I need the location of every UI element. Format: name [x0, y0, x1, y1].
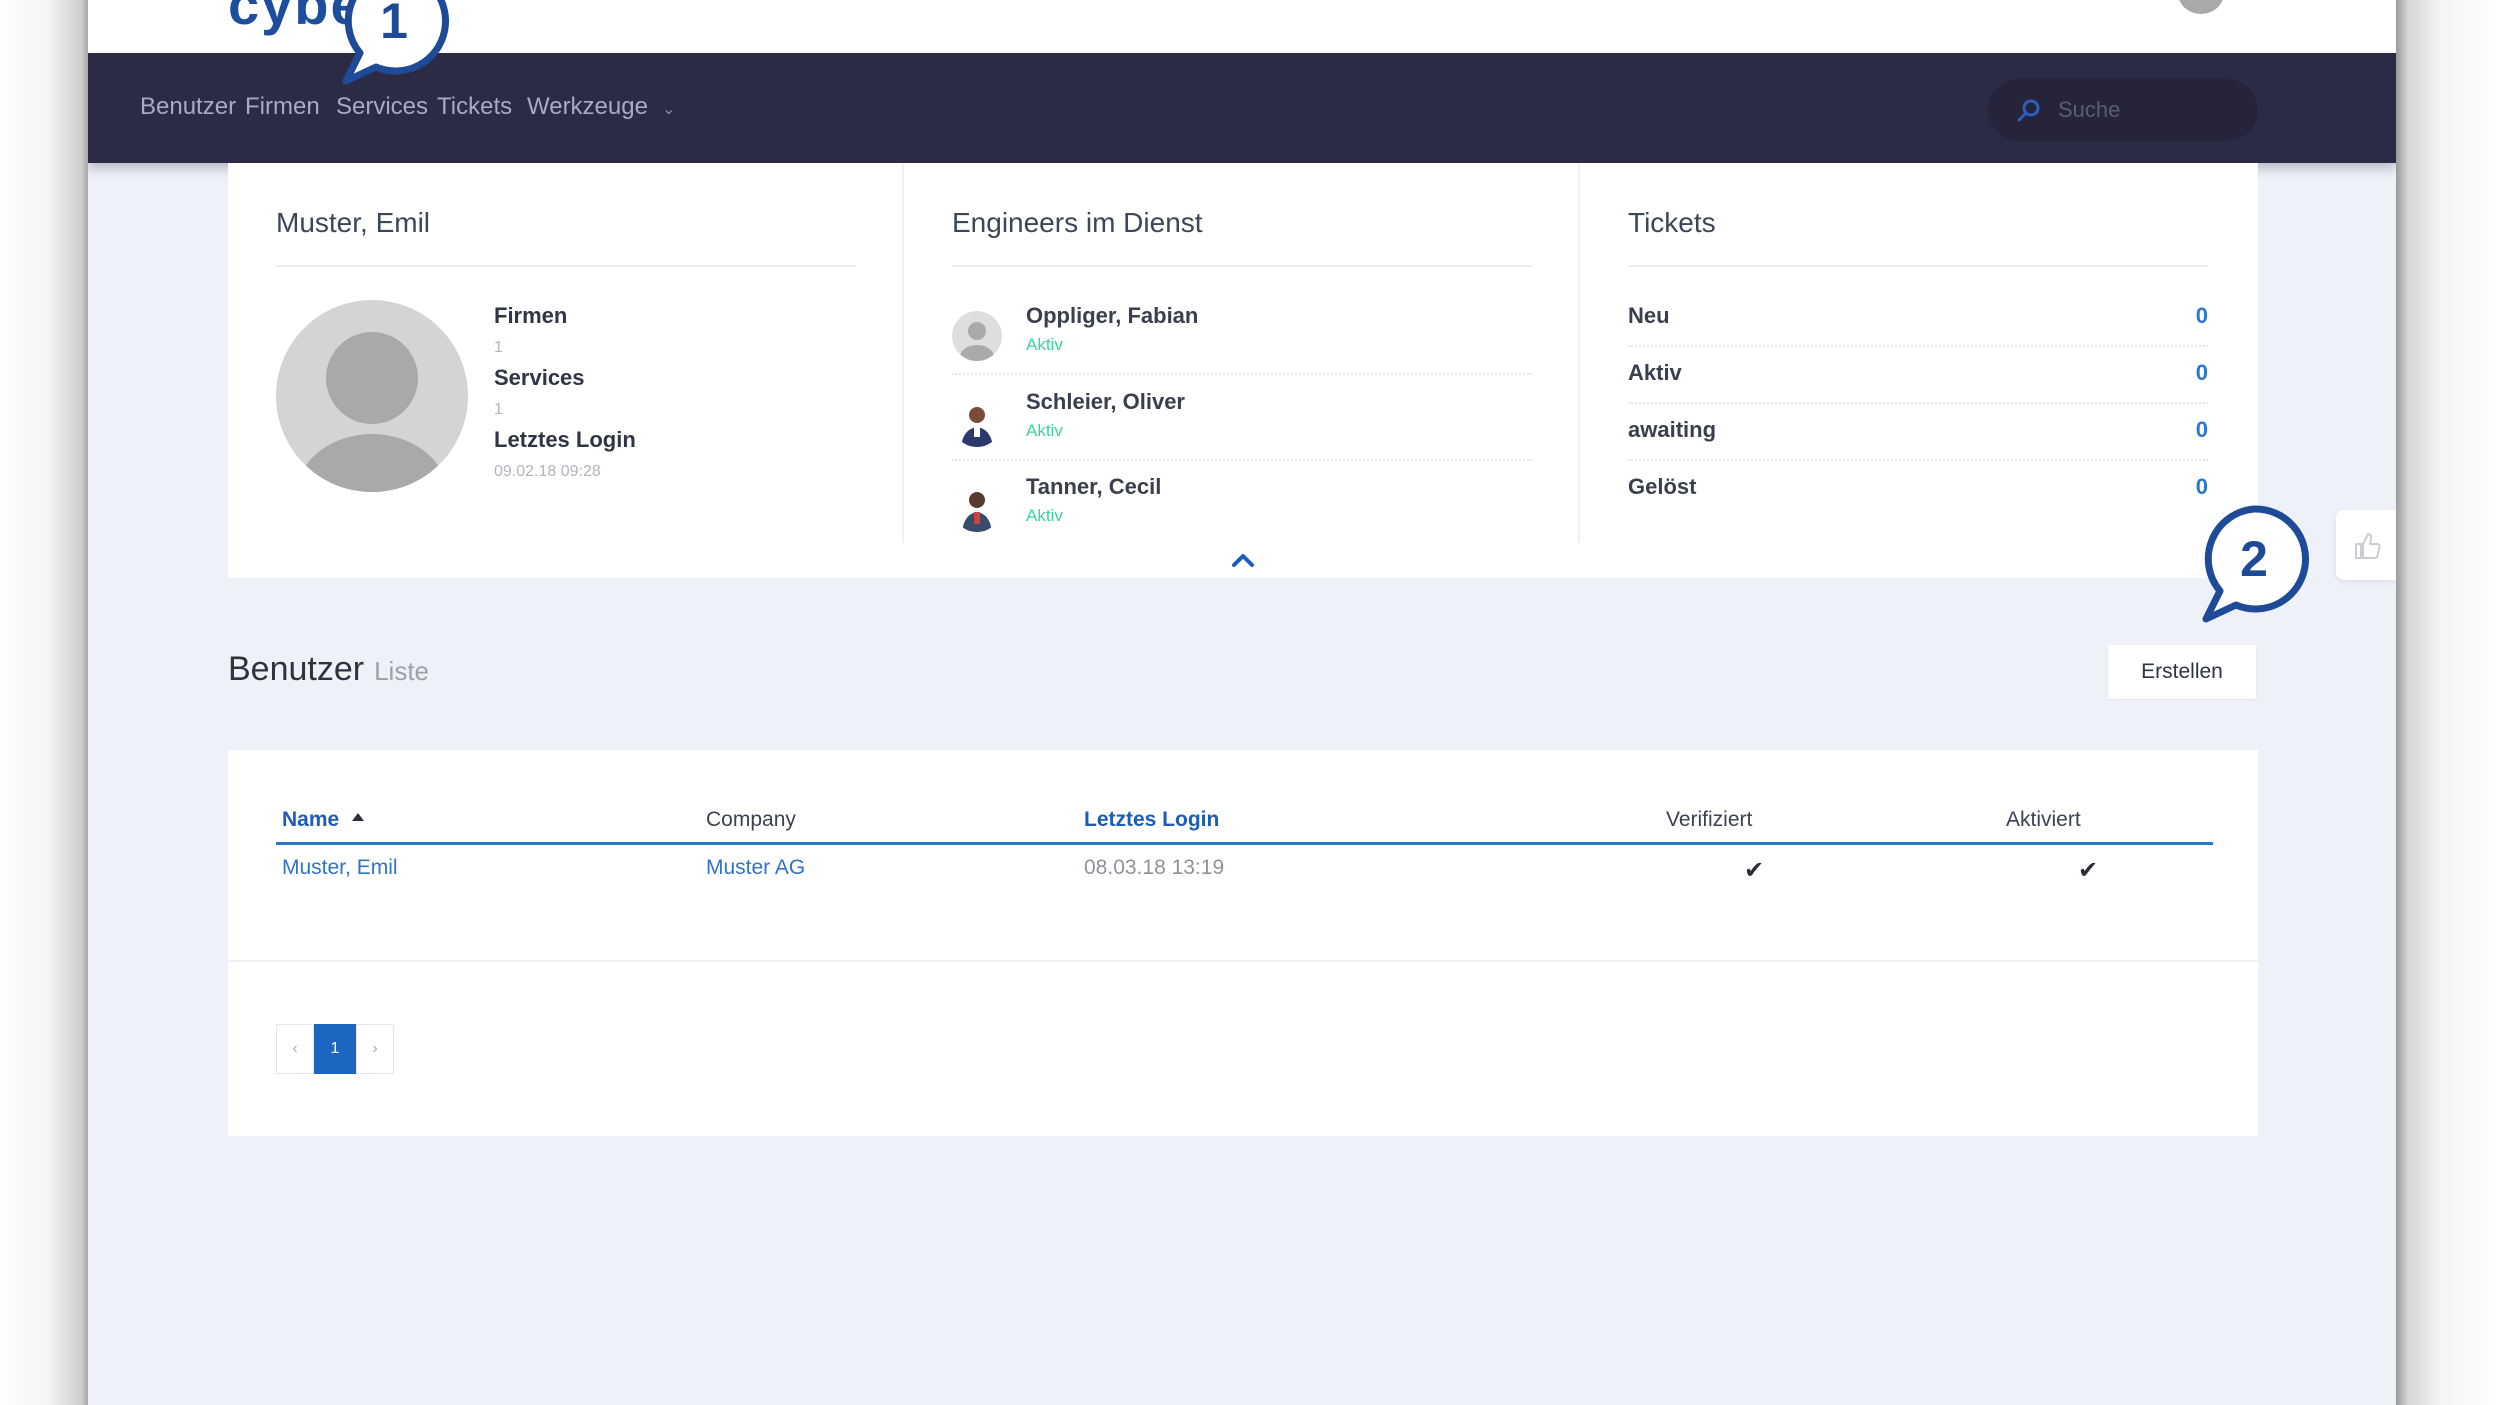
- engineer-row[interactable]: Schleier, Oliver Aktiv: [952, 389, 1532, 475]
- person-photo-icon: [952, 482, 1002, 532]
- speech-bubble-icon: [2202, 505, 2310, 623]
- engineer-name: Schleier, Oliver: [1026, 389, 1185, 414]
- col-header-company: Company: [706, 808, 796, 831]
- thumbs-up-icon: [2355, 533, 2381, 559]
- callout-number: 1: [380, 0, 408, 49]
- table-header-rule: [276, 842, 2213, 845]
- check-icon: ✔: [2078, 857, 2099, 884]
- profile-avatar: [276, 300, 468, 492]
- engineers-panel: Engineers im Dienst Oppliger, Fabian Akt…: [952, 163, 1532, 543]
- dashboard-summary-card: Muster, Emil Firmen 1 Services 1 Letztes…: [228, 163, 2258, 578]
- chevron-down-icon: ⌄: [661, 101, 676, 118]
- person-photo-icon: [952, 397, 1002, 447]
- engineer-row[interactable]: Oppliger, Fabian Aktiv: [952, 303, 1532, 389]
- engineer-status: Aktiv: [1026, 421, 1063, 440]
- users-section-title: Benutzer Liste: [228, 650, 429, 689]
- engineers-divider: [952, 265, 1532, 267]
- meta-label-services: Services: [494, 365, 585, 390]
- nav-item-services[interactable]: Services: [336, 93, 429, 120]
- ticket-count[interactable]: 0: [2195, 303, 2208, 328]
- users-list-card: Name Company Letztes Login Verifiziert A…: [228, 750, 2258, 1136]
- row-separator: [1628, 459, 2208, 461]
- ticket-count[interactable]: 0: [2195, 474, 2208, 499]
- col-header-name-label: Name: [282, 808, 340, 831]
- pagination: ‹ 1 ›: [276, 1024, 394, 1074]
- engineer-name: Oppliger, Fabian: [1026, 303, 1199, 328]
- row-separator: [1628, 345, 2208, 347]
- nav-item-benutzer[interactable]: Benutzer: [140, 93, 237, 120]
- chevron-up-icon[interactable]: [1228, 549, 1258, 571]
- search-box[interactable]: [1988, 79, 2258, 141]
- user-avatar-top[interactable]: [2178, 0, 2224, 14]
- row-separator: [952, 373, 1532, 375]
- callout-number: 2: [2240, 531, 2268, 587]
- tickets-title: Tickets: [1628, 207, 1716, 238]
- ticket-row[interactable]: Aktiv 0: [1628, 360, 2208, 418]
- brand-logo: cybe: [228, 0, 364, 36]
- users-title: Benutzer: [228, 650, 365, 688]
- meta-value-firmen: 1: [494, 339, 503, 356]
- top-header: cybe: [88, 0, 2396, 53]
- meta-label-last-login: Letztes Login: [494, 427, 636, 452]
- check-icon: ✔: [1744, 857, 1765, 884]
- nav-item-firmen[interactable]: Firmen: [245, 93, 320, 120]
- engineers-title: Engineers im Dienst: [952, 207, 1203, 238]
- engineer-status: Aktiv: [1026, 506, 1063, 525]
- main-navbar: Benutzer Firmen Services Tickets Werkzeu…: [88, 53, 2396, 163]
- card-divider: [228, 960, 2258, 962]
- users-subtitle: Liste: [374, 656, 430, 686]
- engineer-row[interactable]: Tanner, Cecil Aktiv: [952, 474, 1532, 560]
- row-separator: [1628, 402, 2208, 404]
- ticket-label: Gelöst: [1628, 474, 1697, 499]
- meta-value-last-login: 09.02.18 09:28: [494, 463, 601, 480]
- tickets-panel: Tickets Neu 0 Aktiv 0 awaiting 0 Gelöst …: [1628, 163, 2208, 543]
- pagination-prev-button[interactable]: ‹: [276, 1024, 314, 1074]
- ticket-count[interactable]: 0: [2195, 360, 2208, 385]
- pagination-next-button[interactable]: ›: [356, 1024, 394, 1074]
- app-window: cybe Benutzer Firmen Services Tickets We…: [88, 0, 2396, 1405]
- callout-badge-2: 2: [2194, 503, 2314, 623]
- placeholder-avatar-icon: [952, 311, 1002, 361]
- ticket-label: Neu: [1628, 303, 1670, 328]
- search-input[interactable]: [2058, 93, 2238, 127]
- ticket-label: Aktiv: [1628, 360, 1682, 385]
- cell-name[interactable]: Muster, Emil: [282, 856, 398, 879]
- page-gutter-left: [0, 0, 88, 1405]
- engineer-status: Aktiv: [1026, 335, 1063, 354]
- page-gutter-right: [2396, 0, 2500, 1405]
- ticket-row[interactable]: Gelöst 0: [1628, 474, 2208, 532]
- meta-label-firmen: Firmen: [494, 303, 568, 328]
- profile-divider: [276, 265, 856, 267]
- panel-divider: [1578, 163, 1580, 543]
- nav-item-werkzeuge-label: Werkzeuge: [527, 93, 648, 120]
- col-header-verified: Verifiziert: [1666, 808, 1753, 831]
- ticket-label: awaiting: [1628, 417, 1717, 442]
- profile-panel: Muster, Emil Firmen 1 Services 1 Letztes…: [276, 163, 856, 543]
- sort-asc-icon: [352, 813, 365, 821]
- pagination-page-button[interactable]: 1: [314, 1024, 356, 1074]
- create-user-button[interactable]: Erstellen: [2108, 645, 2256, 699]
- col-header-activated: Aktiviert: [2006, 808, 2081, 831]
- col-header-last-login[interactable]: Letztes Login: [1084, 808, 1220, 831]
- tickets-divider: [1628, 265, 2208, 267]
- nav-item-werkzeuge[interactable]: Werkzeuge ⌄: [527, 93, 675, 121]
- speech-bubble-icon: [342, 0, 450, 85]
- profile-title: Muster, Emil: [276, 207, 431, 238]
- cell-company[interactable]: Muster AG: [706, 856, 806, 879]
- search-icon: [2017, 99, 2040, 122]
- engineer-name: Tanner, Cecil: [1026, 474, 1162, 499]
- callout-badge-1: 1: [334, 0, 454, 85]
- ticket-row[interactable]: Neu 0: [1628, 303, 2208, 361]
- row-separator: [952, 459, 1532, 461]
- col-header-name[interactable]: Name: [282, 808, 365, 832]
- feedback-button[interactable]: [2336, 510, 2396, 580]
- ticket-row[interactable]: awaiting 0: [1628, 417, 2208, 475]
- person-placeholder-icon: [296, 332, 448, 492]
- panel-divider: [902, 163, 904, 543]
- nav-item-tickets[interactable]: Tickets: [437, 93, 513, 120]
- cell-last-login: 08.03.18 13:19: [1084, 856, 1225, 879]
- meta-value-services: 1: [494, 401, 503, 418]
- ticket-count[interactable]: 0: [2195, 417, 2208, 442]
